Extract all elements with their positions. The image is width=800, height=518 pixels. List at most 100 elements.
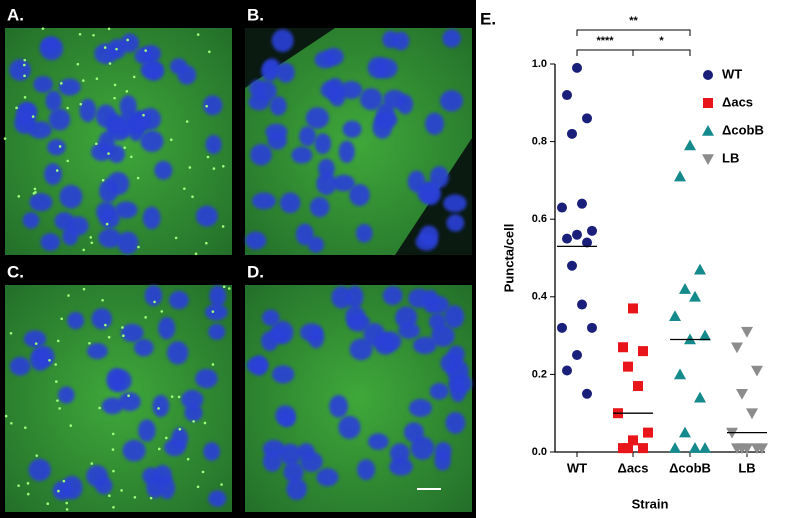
nucleus	[442, 29, 461, 48]
puncta	[208, 50, 211, 54]
point	[577, 198, 587, 209]
puncta	[121, 326, 124, 329]
point	[572, 62, 582, 73]
nucleus	[413, 336, 437, 354]
nucleus	[367, 433, 389, 450]
puncta	[113, 96, 116, 100]
nucleus	[271, 365, 295, 384]
nucleus	[278, 410, 296, 428]
nucleus	[443, 194, 467, 213]
puncta	[78, 32, 82, 36]
nucleus	[44, 163, 62, 186]
puncta	[66, 106, 69, 110]
puncta	[133, 495, 137, 499]
point	[741, 326, 753, 338]
puncta	[4, 414, 8, 418]
nucleus	[250, 355, 268, 376]
significance-label: *	[659, 35, 664, 47]
point	[746, 408, 758, 420]
puncta	[66, 159, 70, 163]
point	[736, 389, 748, 400]
nucleus	[33, 345, 55, 368]
puncta	[46, 502, 50, 506]
y-tick-label: 0.6	[532, 213, 547, 225]
nucleus	[279, 443, 302, 466]
nucleus	[271, 29, 294, 53]
puncta	[144, 49, 147, 52]
nucleus	[33, 75, 53, 93]
puncta	[203, 421, 207, 425]
point	[628, 435, 638, 446]
puncta	[221, 225, 225, 228]
nucleus	[363, 322, 386, 347]
puncta	[82, 287, 86, 291]
nucleus	[346, 285, 364, 309]
point	[572, 350, 582, 360]
x-tick-label: ΔcobB	[669, 460, 711, 475]
puncta	[227, 287, 231, 290]
point	[623, 443, 633, 454]
nucleus	[177, 65, 197, 85]
chart-title: E.	[480, 9, 496, 28]
puncta	[101, 178, 105, 182]
puncta	[120, 489, 123, 492]
puncta	[113, 83, 117, 87]
point	[689, 442, 701, 453]
puncta	[94, 142, 98, 146]
puncta	[23, 95, 27, 99]
nucleus	[138, 419, 156, 442]
puncta	[137, 245, 140, 249]
puncta	[23, 74, 26, 78]
significance-bracket	[632, 49, 691, 56]
panel-label: B.	[247, 5, 264, 24]
nucleus	[164, 438, 186, 456]
nucleus	[99, 208, 120, 229]
puncta	[107, 335, 111, 339]
puncta	[17, 484, 20, 487]
nucleus	[59, 184, 83, 209]
point	[587, 322, 597, 333]
puncta	[90, 462, 94, 465]
point	[572, 229, 582, 240]
puncta	[67, 294, 70, 297]
point	[577, 299, 587, 310]
panel-label: D.	[247, 262, 264, 281]
nucleus	[95, 104, 117, 128]
puncta	[211, 310, 215, 313]
nucleus	[305, 107, 330, 129]
puncta	[82, 79, 85, 82]
nucleus	[15, 102, 36, 127]
puncta	[112, 506, 115, 509]
x-tick-label: Δacs	[617, 460, 648, 475]
micrograph	[245, 285, 473, 512]
nucleus	[428, 312, 446, 331]
puncta	[98, 406, 101, 410]
nucleus	[118, 392, 141, 412]
puncta	[222, 285, 226, 289]
point	[674, 170, 686, 182]
puncta	[105, 222, 109, 226]
puncta	[79, 102, 83, 106]
nucleus	[140, 130, 164, 152]
nucleus	[355, 223, 373, 243]
puncta	[186, 457, 190, 461]
nucleus	[205, 134, 222, 155]
nucleus	[9, 356, 31, 376]
puncta	[192, 420, 195, 423]
nucleus	[106, 171, 130, 196]
nucleus	[91, 308, 113, 330]
nucleus	[9, 59, 31, 81]
legend-label: LB	[722, 150, 739, 165]
x-tick-label: WT	[567, 460, 587, 475]
nucleus	[331, 286, 352, 309]
nucleus	[410, 436, 435, 460]
puncta	[149, 496, 153, 500]
puncta	[115, 47, 118, 51]
nucleus	[340, 81, 363, 100]
significance-bracket	[576, 29, 691, 36]
nucleus	[338, 415, 361, 440]
puncta	[54, 363, 57, 366]
nucleus	[134, 338, 154, 357]
nucleus	[195, 368, 218, 389]
nucleus	[417, 182, 439, 204]
